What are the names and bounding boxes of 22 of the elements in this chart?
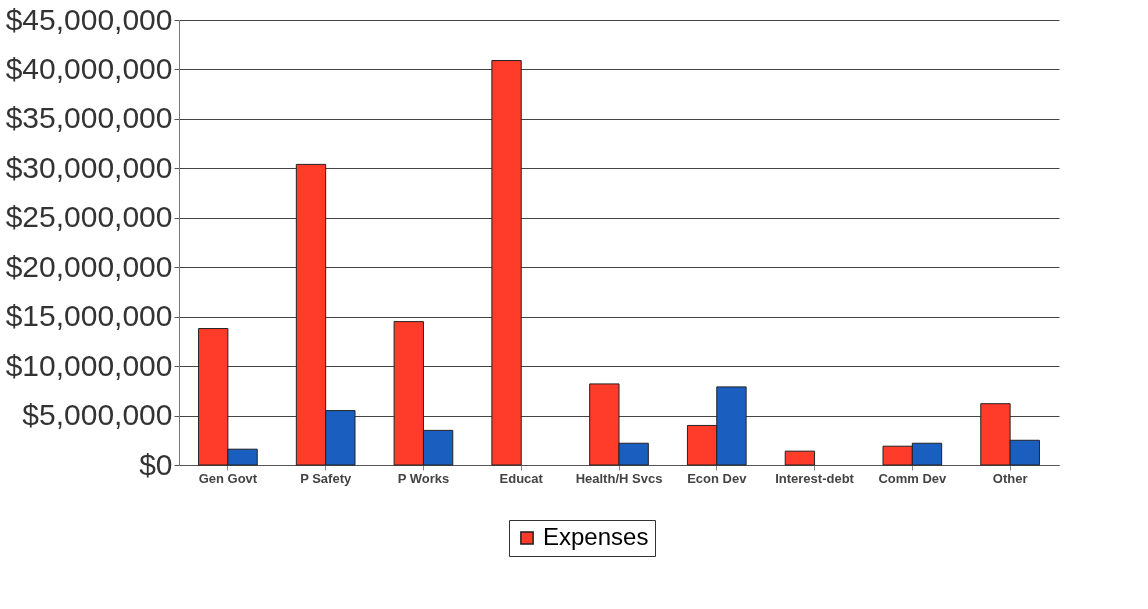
bar — [491, 60, 522, 466]
y-tick-label: $15,000,000 — [5, 299, 173, 333]
bar — [784, 450, 816, 466]
x-tick-label: P Safety — [300, 470, 352, 486]
x-tick-label: Health/H Svcs — [575, 470, 663, 486]
y-tick-label: $30,000,000 — [5, 150, 173, 184]
x-tick-label: Educat — [499, 470, 544, 486]
y-tick-label: $35,000,000 — [5, 101, 173, 135]
x-tick-label: P Works — [397, 470, 450, 486]
y-tick-label: $45,000,000 — [5, 2, 173, 36]
x-tick-label: Interest-debt — [775, 470, 855, 486]
x-tick-label: Other — [992, 470, 1028, 486]
y-tick-label: $0 — [139, 447, 173, 481]
x-tick-label: Gen Govt — [198, 470, 258, 486]
y-tick-label: $40,000,000 — [5, 51, 173, 85]
y-tick-label: $5,000,000 — [22, 398, 173, 432]
y-tick-label: $25,000,000 — [5, 200, 173, 234]
legend-label: Expenses — [543, 523, 649, 550]
x-tick-label: Econ Dev — [687, 470, 748, 486]
x-tick-label: Comm Dev — [878, 470, 948, 486]
y-tick-label: $20,000,000 — [5, 249, 173, 283]
y-tick-label: $10,000,000 — [5, 348, 173, 382]
